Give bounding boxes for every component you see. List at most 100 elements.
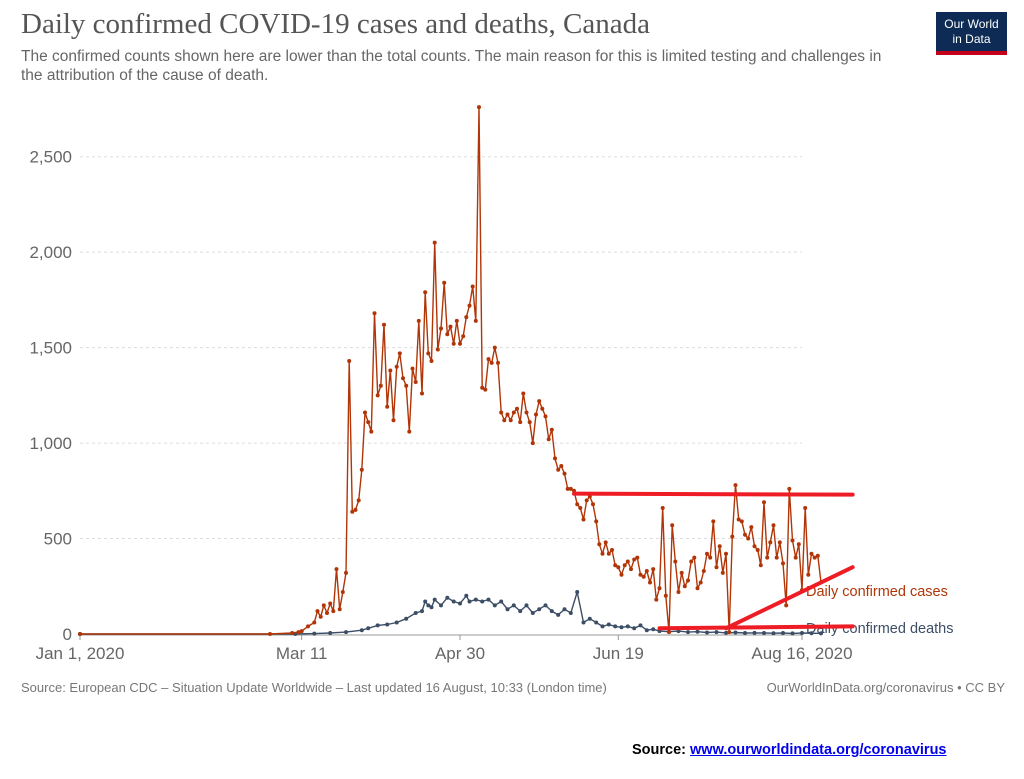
- daily-confirmed-cases-point: [597, 542, 602, 547]
- daily-confirmed-deaths-point: [451, 599, 456, 604]
- daily-confirmed-cases-point: [610, 548, 614, 552]
- daily-confirmed-cases-point: [553, 456, 557, 461]
- daily-confirmed-cases-point: [787, 486, 792, 491]
- daily-confirmed-cases-point: [391, 418, 396, 423]
- daily-confirmed-cases-point: [708, 555, 713, 560]
- daily-confirmed-cases-point: [701, 569, 706, 573]
- daily-confirmed-cases-point: [477, 105, 481, 110]
- daily-confirmed-cases-point: [705, 551, 709, 556]
- daily-confirmed-cases-point: [752, 544, 757, 549]
- daily-confirmed-cases-point: [451, 341, 456, 346]
- daily-confirmed-deaths-point: [743, 631, 747, 635]
- chart-subtitle: The confirmed counts shown here are lowe…: [21, 48, 882, 84]
- daily-confirmed-cases-point: [815, 553, 820, 558]
- chart-title: Daily confirmed COVID-19 cases and death…: [21, 8, 650, 40]
- daily-confirmed-cases-point: [578, 506, 583, 510]
- daily-confirmed-cases-point: [619, 572, 624, 577]
- daily-confirmed-cases-point: [492, 345, 497, 350]
- daily-confirmed-deaths-point: [771, 631, 776, 636]
- daily-confirmed-deaths-point: [705, 630, 709, 635]
- daily-confirmed-cases-point: [448, 324, 453, 329]
- daily-confirmed-cases-point: [622, 563, 627, 568]
- license-credit[interactable]: OurWorldInData.org/coronavirus • CC BY: [766, 680, 1005, 695]
- daily-confirmed-cases-point: [382, 322, 386, 327]
- daily-confirmed-cases-point: [784, 603, 789, 608]
- daily-confirmed-cases-point: [537, 399, 542, 404]
- daily-confirmed-deaths-point: [467, 599, 472, 604]
- daily-confirmed-cases-point: [353, 507, 358, 512]
- daily-confirmed-cases-point: [781, 561, 785, 566]
- daily-confirmed-cases-point: [733, 483, 738, 488]
- daily-confirmed-cases-point: [375, 393, 380, 398]
- daily-confirmed-cases-point: [568, 486, 573, 491]
- y-tick-label: 500: [44, 530, 72, 549]
- daily-confirmed-cases-point: [739, 519, 744, 524]
- bottom-source-link[interactable]: www.ourworldindata.org/coronavirus: [690, 742, 947, 758]
- daily-confirmed-deaths-point: [556, 612, 561, 617]
- daily-confirmed-cases-point: [689, 559, 694, 564]
- daily-confirmed-deaths-point: [537, 607, 542, 612]
- daily-confirmed-cases-point: [515, 406, 519, 411]
- daily-confirmed-cases-point: [306, 624, 310, 629]
- daily-confirmed-cases-point: [584, 498, 589, 503]
- daily-confirmed-cases-point: [809, 551, 814, 556]
- daily-confirmed-cases-point: [638, 572, 643, 577]
- daily-confirmed-cases-point: [777, 540, 782, 545]
- logo-line-1: Our World: [944, 17, 999, 31]
- daily-confirmed-cases-point: [432, 240, 437, 245]
- owid-logo[interactable]: Our World in Data: [936, 12, 1007, 55]
- daily-confirmed-cases-point: [350, 509, 355, 514]
- daily-confirmed-deaths-line: [80, 591, 822, 635]
- daily-confirmed-cases-point: [461, 334, 466, 339]
- daily-confirmed-cases-point: [410, 366, 415, 371]
- daily-confirmed-cases-point: [730, 534, 735, 539]
- daily-confirmed-cases-point: [458, 341, 462, 346]
- daily-confirmed-cases-point: [559, 464, 564, 468]
- daily-confirmed-cases-point: [318, 614, 323, 619]
- daily-confirmed-cases-point: [790, 538, 795, 543]
- daily-confirmed-cases-point: [356, 498, 361, 503]
- daily-confirmed-cases-point: [803, 506, 808, 510]
- daily-confirmed-cases-point: [806, 572, 811, 577]
- daily-confirmed-cases-point: [505, 412, 510, 417]
- daily-confirmed-deaths-point: [562, 607, 567, 612]
- daily-confirmed-cases-point: [629, 567, 633, 572]
- daily-confirmed-cases-point: [401, 376, 405, 381]
- daily-confirmed-cases-point: [635, 555, 640, 560]
- daily-confirmed-cases-point: [467, 303, 472, 308]
- daily-confirmed-cases-point: [632, 557, 637, 562]
- daily-confirmed-cases-point: [407, 429, 412, 434]
- daily-confirmed-cases-point: [483, 387, 488, 392]
- series-label-cases: Daily confirmed cases: [806, 584, 948, 600]
- daily-confirmed-cases-point: [369, 429, 374, 434]
- daily-confirmed-cases-point: [625, 559, 630, 564]
- daily-confirmed-deaths-point: [464, 593, 469, 598]
- daily-confirmed-cases-point: [654, 597, 659, 602]
- daily-confirmed-cases-point: [724, 551, 728, 556]
- daily-confirmed-cases-point: [546, 437, 551, 442]
- daily-confirmed-cases-point: [78, 632, 82, 636]
- daily-confirmed-deaths-point: [568, 611, 573, 615]
- daily-confirmed-cases-point: [565, 486, 570, 491]
- daily-confirmed-deaths-point: [366, 626, 371, 631]
- daily-confirmed-cases-point: [679, 570, 684, 575]
- daily-confirmed-cases-point: [366, 420, 371, 425]
- daily-confirmed-cases-point: [581, 517, 586, 522]
- daily-confirmed-cases-point: [796, 542, 801, 547]
- daily-confirmed-cases-point: [290, 631, 295, 635]
- daily-confirmed-cases-point: [378, 383, 383, 388]
- daily-confirmed-cases-point: [549, 427, 554, 432]
- daily-confirmed-cases-point: [413, 380, 418, 384]
- daily-confirmed-deaths-point: [644, 628, 649, 633]
- daily-confirmed-cases-point: [524, 410, 529, 415]
- daily-confirmed-deaths-point: [594, 620, 599, 625]
- y-tick-label: 0: [63, 625, 72, 644]
- daily-confirmed-cases-point: [667, 630, 671, 635]
- daily-confirmed-deaths-point: [426, 603, 431, 608]
- daily-confirmed-cases-point: [445, 332, 450, 337]
- x-tick-label: Mar 11: [276, 644, 328, 663]
- daily-confirmed-deaths-point: [432, 597, 437, 602]
- daily-confirmed-cases-point: [394, 364, 399, 369]
- daily-confirmed-cases-point: [372, 311, 377, 316]
- daily-confirmed-deaths-point: [714, 630, 719, 635]
